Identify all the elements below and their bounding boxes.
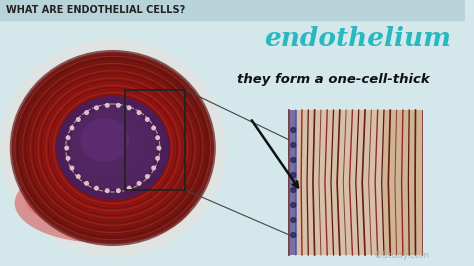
Bar	[260, 110, 309, 255]
Circle shape	[66, 136, 70, 139]
Ellipse shape	[15, 163, 191, 243]
Ellipse shape	[25, 168, 162, 228]
Ellipse shape	[56, 96, 170, 200]
Circle shape	[70, 166, 74, 170]
Ellipse shape	[43, 81, 183, 215]
Ellipse shape	[36, 76, 189, 221]
Circle shape	[85, 111, 88, 114]
Text: ©Study.com: ©Study.com	[374, 251, 430, 260]
Ellipse shape	[26, 66, 200, 230]
Circle shape	[291, 157, 296, 163]
Ellipse shape	[33, 72, 193, 225]
Circle shape	[291, 218, 296, 222]
Circle shape	[152, 126, 155, 130]
Ellipse shape	[35, 73, 191, 222]
Ellipse shape	[16, 56, 210, 240]
Circle shape	[95, 186, 98, 190]
Ellipse shape	[30, 70, 195, 226]
Ellipse shape	[14, 54, 212, 242]
Circle shape	[76, 118, 80, 121]
Circle shape	[291, 143, 296, 148]
Circle shape	[76, 175, 80, 178]
Circle shape	[65, 146, 68, 150]
Circle shape	[106, 103, 109, 107]
Ellipse shape	[41, 79, 185, 217]
Ellipse shape	[20, 60, 206, 236]
Circle shape	[137, 182, 141, 185]
Circle shape	[128, 106, 131, 110]
Circle shape	[106, 189, 109, 193]
Ellipse shape	[18, 58, 208, 238]
Circle shape	[146, 118, 149, 121]
Circle shape	[137, 111, 141, 114]
Ellipse shape	[12, 52, 214, 244]
Circle shape	[291, 172, 296, 177]
Bar	[290, 110, 422, 255]
Ellipse shape	[28, 68, 197, 228]
Circle shape	[117, 103, 120, 107]
Circle shape	[66, 156, 70, 160]
Circle shape	[70, 126, 74, 130]
Bar	[125, 90, 185, 190]
Circle shape	[291, 188, 296, 193]
Text: WHAT ARE ENDOTHELIAL CELLS?: WHAT ARE ENDOTHELIAL CELLS?	[6, 5, 185, 15]
Circle shape	[85, 182, 88, 185]
Circle shape	[156, 156, 159, 160]
Ellipse shape	[10, 50, 216, 246]
Circle shape	[291, 127, 296, 132]
Circle shape	[291, 232, 296, 238]
Ellipse shape	[45, 83, 181, 213]
Ellipse shape	[39, 77, 187, 219]
Ellipse shape	[70, 107, 156, 189]
Circle shape	[128, 186, 131, 190]
Circle shape	[157, 146, 161, 150]
Circle shape	[95, 106, 98, 110]
Ellipse shape	[24, 64, 201, 232]
Ellipse shape	[22, 62, 203, 234]
Bar	[383, 110, 422, 255]
Bar	[290, 110, 297, 255]
Circle shape	[152, 166, 155, 170]
Ellipse shape	[73, 110, 142, 176]
Circle shape	[156, 136, 159, 139]
Circle shape	[146, 175, 149, 178]
Ellipse shape	[81, 118, 129, 162]
Text: endothelium: endothelium	[264, 26, 452, 51]
Circle shape	[117, 189, 120, 193]
Bar	[0, 0, 465, 20]
Ellipse shape	[0, 39, 226, 257]
Circle shape	[291, 202, 296, 207]
Text: they form a one-cell-thick: they form a one-cell-thick	[237, 73, 430, 86]
